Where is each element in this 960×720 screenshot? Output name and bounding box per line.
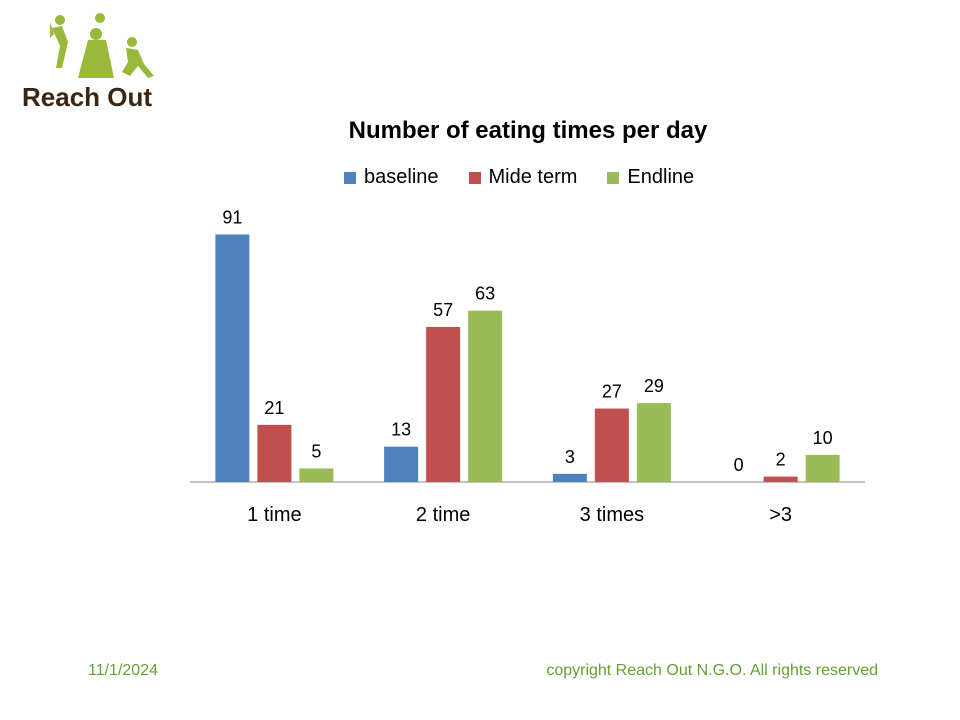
chart-title: Number of eating times per day <box>348 117 708 144</box>
legend-swatch-mide-term <box>468 171 481 184</box>
bar-endline-1-time <box>299 468 334 482</box>
bar-mide-term-2-time <box>426 326 461 482</box>
bar-baseline-1-time <box>215 234 250 482</box>
dancing-figures-icon <box>50 13 154 78</box>
bar-mide-term-3-times <box>594 408 629 482</box>
footer-date: 11/1/2024 <box>88 662 158 679</box>
bar-mide-term-1-time <box>257 424 292 482</box>
bar-mide-term-3 <box>763 476 798 482</box>
data-label-endline-2-time: 63 <box>475 284 495 304</box>
footer-copyright: copyright Reach Out N.G.O. All rights re… <box>546 662 878 679</box>
data-label-endline-3-times: 29 <box>644 376 664 396</box>
data-label-baseline-3: 0 <box>734 455 744 475</box>
x-tick-label-3: >3 <box>769 504 792 526</box>
legend-label-mide-term: Mide term <box>488 166 578 188</box>
bar-endline-3-times <box>636 403 671 482</box>
bar-endline-3 <box>805 454 840 482</box>
x-tick-label-2-time: 2 time <box>416 504 470 526</box>
legend-swatch-endline <box>607 171 620 184</box>
bar-baseline-2-time <box>384 446 419 482</box>
legend-item-baseline: baseline <box>344 166 439 189</box>
x-tick-label-3-times: 3 times <box>580 504 644 526</box>
data-label-mide-term-3: 2 <box>776 450 786 470</box>
logo-text: Reach Out <box>22 82 153 112</box>
bar-baseline-3-times <box>552 473 587 482</box>
data-label-endline-3: 10 <box>813 428 833 448</box>
chart-legend: baseline Mide term Endline <box>344 166 694 189</box>
legend-label-baseline: baseline <box>364 166 439 188</box>
data-label-mide-term-1-time: 21 <box>264 398 284 418</box>
data-label-baseline-3-times: 3 <box>565 447 575 467</box>
data-label-baseline-2-time: 13 <box>391 420 411 440</box>
reach-out-logo: Reach Out <box>20 12 180 112</box>
legend-swatch-baseline <box>344 171 356 184</box>
legend-item-mide-term: Mide term <box>468 166 578 189</box>
legend-label-endline: Endline <box>627 166 695 188</box>
legend-item-endline: Endline <box>607 166 694 189</box>
data-label-endline-1-time: 5 <box>311 441 321 461</box>
bar-endline-2-time <box>468 310 503 482</box>
x-tick-label-1-time: 1 time <box>247 504 301 526</box>
data-label-mide-term-2-time: 57 <box>433 300 453 320</box>
data-label-mide-term-3-times: 27 <box>602 382 622 402</box>
data-label-baseline-1-time: 91 <box>222 207 242 227</box>
